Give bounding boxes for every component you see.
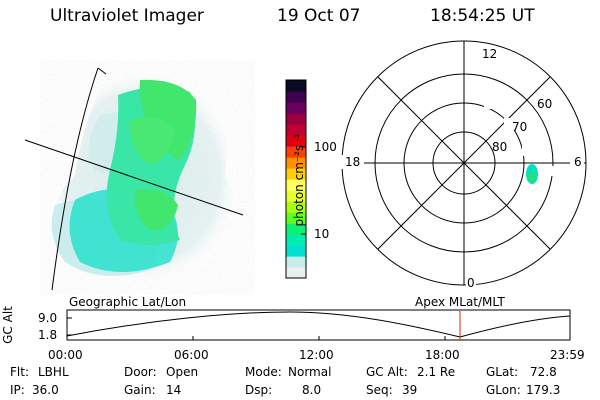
colorbar-cell <box>286 245 306 257</box>
colorbar-cell <box>286 256 306 268</box>
glat-label: GLat: <box>486 365 519 379</box>
timeline-axis-title: GC Alt <box>1 306 15 344</box>
colorbar-cell <box>286 201 306 213</box>
timeline-xtick-1800: 18:00 <box>425 348 460 362</box>
colorbar-cell <box>286 168 306 180</box>
dsp-value: 8.0 <box>302 383 322 397</box>
ip-label: IP: <box>10 383 25 397</box>
dsp-label: Dsp: <box>245 383 273 397</box>
flt-value: LBHL <box>38 365 69 379</box>
lat-label-70: 70 <box>512 120 528 134</box>
colorbar-tick-100: 100 <box>314 140 337 154</box>
instrument-title: Ultraviolet Imager <box>50 6 204 26</box>
glat-value: 72.8 <box>530 365 557 379</box>
colorbar-cell <box>286 267 306 279</box>
timeline-left-title: Geographic Lat/Lon <box>69 295 187 309</box>
seq-value: 39 <box>402 383 418 397</box>
colorbar-cell <box>286 234 306 246</box>
gcalt-label: GC Alt: <box>366 365 408 379</box>
colorbar-cell <box>286 135 306 147</box>
timeline-ytick-low: 1.8 <box>38 328 58 342</box>
mlt-label-noon: 12 <box>482 47 498 61</box>
timeline-ytick-high: 9.0 <box>38 311 58 325</box>
colorbar <box>285 79 307 279</box>
door-value: Open <box>166 365 199 379</box>
timeline-xtick-2359: 23:59 <box>550 348 585 362</box>
timeline-xtick-1200: 12:00 <box>299 348 334 362</box>
colorbar-cell <box>286 80 306 92</box>
timeline-xtick-0600: 06:00 <box>174 348 209 362</box>
mode-value: Normal <box>288 365 332 379</box>
mlt-label-midnight: 0 <box>467 276 475 290</box>
mode-label: Mode: <box>245 365 282 379</box>
polar-grid <box>340 40 587 288</box>
mlt-label-dusk: 18 <box>345 155 361 169</box>
colorbar-cell <box>286 102 306 114</box>
flt-label: Flt: <box>10 365 29 379</box>
colorbar-cell <box>286 212 306 224</box>
colorbar-cell <box>286 157 306 169</box>
colorbar-cell <box>286 113 306 125</box>
colorbar-tick-10: 10 <box>314 227 330 241</box>
colorbar-cell <box>286 91 306 103</box>
mlt-label-dawn: 6 <box>574 155 582 169</box>
timeline-right-title: Apex MLat/MLT <box>415 295 505 309</box>
lat-label-60: 60 <box>537 97 553 111</box>
gain-value: 14 <box>166 383 182 397</box>
observation-time: 18:54:25 UT <box>430 6 535 26</box>
colorbar-cell <box>286 190 306 202</box>
observation-date: 19 Oct 07 <box>277 6 361 26</box>
lat-label-80: 80 <box>492 140 508 154</box>
colorbar-unit-label: photon cm⁻²s⁻¹ <box>292 133 306 227</box>
timeline-xtick-0000: 00:00 <box>48 348 83 362</box>
colorbar-cell <box>286 124 306 136</box>
colorbar-cell <box>286 223 306 235</box>
gain-label: Gain: <box>124 383 156 397</box>
auroral-image <box>24 60 255 295</box>
door-label: Door: <box>124 365 157 379</box>
colorbar-cell <box>286 179 306 191</box>
glon-value: 179.3 <box>526 383 561 397</box>
glon-label: GLon: <box>486 383 521 397</box>
altitude-timeline <box>66 309 571 341</box>
colorbar-cell <box>286 146 306 158</box>
gcalt-value: 2.1 Re <box>417 365 456 379</box>
seq-label: Seq: <box>366 383 393 397</box>
ip-value: 36.0 <box>32 383 59 397</box>
